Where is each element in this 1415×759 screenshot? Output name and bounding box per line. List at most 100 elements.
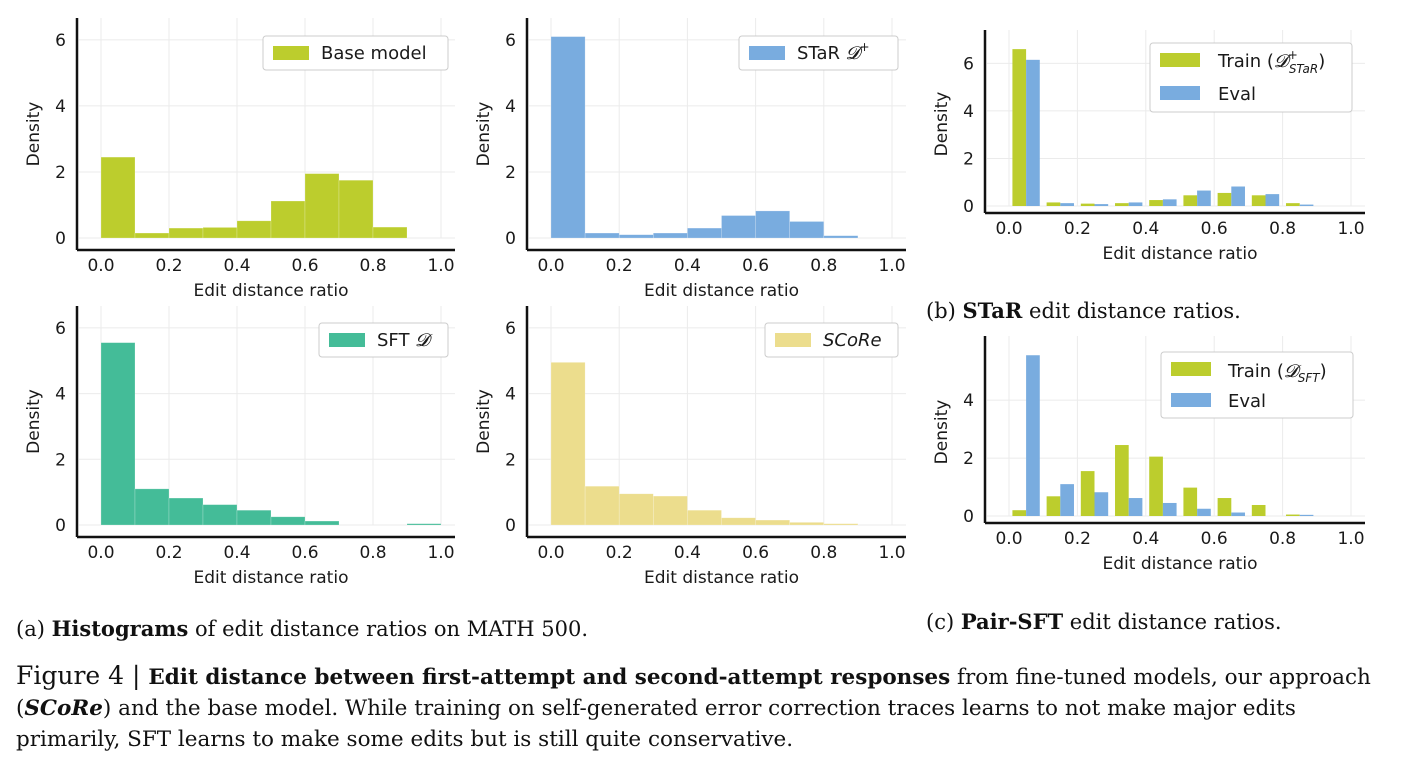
bar-score	[550, 362, 586, 526]
bar-star-d-	[584, 232, 620, 239]
x-tick-label: 0.0	[87, 256, 114, 276]
caption-c: (c) Pair-SFT edit distance ratios.	[926, 609, 1282, 634]
y-tick-label: 4	[55, 97, 66, 117]
y-tick-label: 2	[963, 449, 974, 469]
bar-train-d-star-	[1149, 200, 1163, 206]
chart-b: 0.0 0.2 0.4 0.6 0.8 1.0 0 2 4 6 Edit distance rati…	[932, 30, 1365, 264]
x-tick-label: 0.2	[1064, 529, 1091, 549]
y-tick-label: 2	[505, 450, 516, 470]
legend-label: SFT 𝓓	[377, 330, 433, 351]
bar-sft-d	[100, 342, 136, 526]
y-tick-label: 0	[55, 516, 66, 536]
x-tick-label: 0.0	[87, 543, 114, 563]
y-tick-label: 2	[505, 163, 516, 183]
bar-eval	[1162, 502, 1177, 516]
bar-train-d-sft-	[1080, 471, 1095, 516]
bar-star-d-	[550, 36, 586, 239]
x-tick-label: 0.6	[742, 543, 769, 563]
x-tick-label: 1.0	[427, 256, 454, 276]
x-tick-label: 0.6	[1201, 219, 1228, 239]
bar-score	[687, 509, 722, 526]
legend-label: STaR 𝓓+	[797, 40, 870, 64]
bar-eval	[1197, 190, 1211, 206]
bar-base-model	[202, 227, 238, 239]
legend-box	[1160, 351, 1354, 419]
x-tick-label: 0.4	[1132, 219, 1159, 239]
legend-swatch	[775, 333, 811, 347]
bar-train-d-star-	[1286, 203, 1300, 206]
y-tick-label: 6	[55, 319, 66, 339]
bar-score	[584, 485, 620, 526]
y-axis-title: Density	[24, 389, 44, 454]
y-axis-title: Density	[474, 389, 494, 454]
x-tick-label: 1.0	[1337, 219, 1364, 239]
bar-train-d-sft-	[1149, 456, 1163, 516]
x-tick-label: 0.8	[359, 543, 386, 563]
legend-swatch	[1171, 362, 1211, 376]
x-tick-label: 0.6	[291, 256, 318, 276]
bar-train-d-star-	[1046, 202, 1061, 206]
x-tick-label: 0.2	[606, 543, 633, 563]
legend-swatch	[1160, 53, 1200, 67]
bar-train-d-sft-	[1251, 504, 1266, 516]
bar-eval	[1026, 59, 1040, 207]
bar-sft-d	[236, 509, 272, 526]
x-tick-label: 1.0	[878, 256, 905, 276]
bar-train-d-sft-	[1183, 487, 1198, 516]
x-tick-label: 0.2	[1064, 219, 1091, 239]
bar-sft-d	[134, 488, 170, 526]
x-tick-label: 0.4	[674, 543, 701, 563]
bar-train-d-star-	[1183, 195, 1198, 206]
bar-score	[755, 519, 790, 526]
bar-star-d-	[652, 232, 688, 239]
x-tick-label: 0.0	[995, 219, 1022, 239]
bar-base-model	[372, 226, 408, 239]
bar-score	[618, 493, 654, 526]
y-tick-label: 6	[505, 31, 516, 51]
bar-train-d-sft-	[1286, 514, 1300, 516]
bar-train-d-star-	[1080, 203, 1095, 206]
y-tick-label: 4	[505, 97, 516, 117]
caption-a: (a) Histograms of edit distance ratios o…	[16, 616, 589, 641]
x-tick-label: 1.0	[1337, 529, 1364, 549]
y-tick-label: 4	[963, 391, 974, 411]
bar-score	[789, 522, 825, 526]
chart-a3: 0.0 0.2 0.4 0.6 0.8 1.0 0 2 4 6 Edit distance rati…	[24, 306, 455, 588]
y-tick-label: 2	[55, 163, 66, 183]
bar-star-d-	[755, 210, 790, 239]
bar-star-d-	[721, 215, 756, 239]
bar-base-model	[236, 220, 272, 239]
bar-base-model	[338, 179, 374, 239]
bar-base-model	[304, 173, 340, 239]
bar-sft-d	[406, 523, 442, 526]
chart-c: 0.0 0.2 0.4 0.6 0.8 1.0 0 2 4 Edit distance ratio…	[932, 336, 1365, 574]
x-tick-label: 1.0	[878, 543, 905, 563]
legend-swatch	[1171, 393, 1211, 407]
bar-sft-d	[304, 520, 340, 526]
bar-eval	[1231, 512, 1245, 516]
bar-train-d-sft-	[1012, 510, 1027, 516]
bar-eval	[1094, 204, 1109, 206]
legend-label: Base model	[321, 43, 427, 64]
x-tick-label: 0.4	[1132, 529, 1159, 549]
x-tick-label: 0.2	[155, 256, 182, 276]
x-tick-label: 1.0	[427, 543, 454, 563]
y-tick-label: 6	[55, 31, 66, 51]
bar-score	[823, 523, 859, 526]
legend-box	[738, 35, 899, 71]
bar-eval	[1026, 355, 1040, 516]
bar-eval	[1162, 199, 1177, 206]
bar-train-d-star-	[1012, 49, 1027, 207]
x-tick-label: 0.8	[810, 256, 837, 276]
legend-swatch	[273, 46, 309, 60]
figure-caption: Figure 4 | Edit distance between first-a…	[16, 661, 1371, 752]
y-tick-label: 4	[963, 102, 974, 122]
bar-train-d-star-	[1115, 203, 1129, 206]
legend-box	[318, 322, 449, 358]
bar-eval	[1299, 204, 1314, 206]
x-axis-title: Edit distance ratio	[1103, 554, 1258, 574]
y-axis-title: Density	[24, 102, 44, 167]
y-tick-label: 0	[505, 229, 516, 249]
bar-base-model	[100, 156, 136, 239]
